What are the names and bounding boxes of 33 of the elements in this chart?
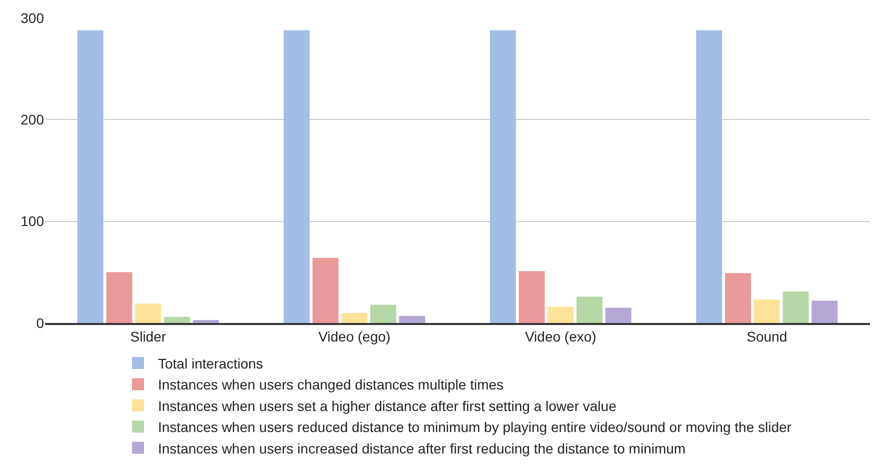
- y-tick-label: 300: [20, 10, 44, 26]
- bar: [696, 30, 722, 323]
- bar: [106, 272, 132, 323]
- x-tick-label: Video (exo): [524, 328, 596, 345]
- legend-label: Total interactions: [158, 355, 264, 372]
- bar: [812, 300, 838, 323]
- legend-label: Instances when users changed distances multiple times: [158, 376, 504, 393]
- bar: [77, 30, 104, 323]
- legend-label: Instances when users increased distance after first reducing the distance to minimum: [158, 440, 686, 456]
- y-tick-label: 0: [36, 314, 44, 331]
- bar: [399, 316, 426, 323]
- bar: [782, 291, 809, 323]
- bar: [490, 30, 516, 323]
- x-tick-label: Sound: [746, 328, 788, 345]
- bar: [370, 304, 396, 323]
- legend-label: Instances when users set a higher distance after first setting a lower value: [158, 398, 617, 414]
- y-tick-label: 200: [20, 112, 44, 128]
- bar: [135, 304, 162, 323]
- bar: [548, 306, 574, 323]
- x-tick-label: Video (ego): [318, 328, 390, 345]
- bar: [192, 320, 219, 323]
- bar: [754, 300, 780, 323]
- x-tick-label: Slider: [130, 328, 166, 345]
- bar: [312, 258, 338, 323]
- bar: [164, 316, 190, 323]
- bar: [518, 271, 545, 323]
- legend-label: Instances when users reduced distance to minimum by playing entire video/sound or moving the slider: [158, 419, 792, 436]
- bar: [605, 308, 632, 323]
- bar: [725, 273, 751, 323]
- bar: [284, 30, 310, 323]
- y-tick-label: 100: [20, 213, 44, 230]
- bar: [341, 312, 368, 323]
- bar: [576, 296, 602, 323]
